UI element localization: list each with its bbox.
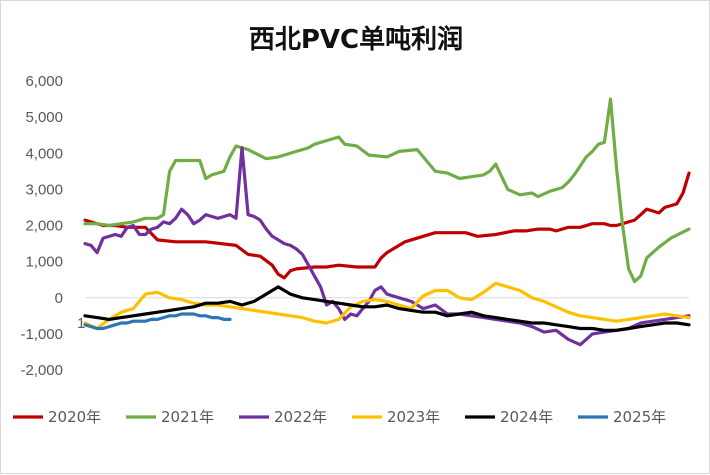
y-tick-label: 0	[55, 290, 63, 307]
legend: 2020年 2021年 2022年 2023年 2024年 2025年	[13, 408, 666, 426]
chart-title: 西北PVC单吨利润	[249, 24, 463, 55]
y-tick-label: 6,000	[25, 73, 63, 90]
series-group	[83, 97, 691, 347]
legend-label-5: 2024年	[500, 408, 553, 426]
series-line-3	[83, 146, 691, 347]
y-tick-label: -2,000	[20, 362, 63, 379]
y-tick-label: 3,000	[25, 181, 63, 198]
y-tick-label: -1,000	[20, 326, 63, 343]
y-tick-label: 4,000	[25, 145, 63, 162]
y-tick-label: 2,000	[25, 218, 63, 235]
series-line-2	[83, 97, 691, 284]
y-tick-label: 5,000	[25, 109, 63, 126]
legend-label-2: 2021年	[161, 408, 214, 426]
y-axis: -2,000 -1,000 0 1,000 2,000 3,000 4,000 5,000 6,…	[20, 73, 63, 379]
legend-label-4: 2023年	[387, 408, 440, 426]
series-line-4	[83, 281, 691, 331]
y-tick-label: 1,000	[25, 254, 63, 271]
series-line-1	[83, 171, 691, 280]
series-line-6	[83, 312, 232, 331]
legend-label-3: 2022年	[274, 408, 327, 426]
legend-label-6: 2025年	[613, 408, 666, 426]
series-line-5	[83, 285, 691, 332]
legend-label-1: 2020年	[48, 408, 101, 426]
x-axis-note: 1	[77, 315, 85, 332]
